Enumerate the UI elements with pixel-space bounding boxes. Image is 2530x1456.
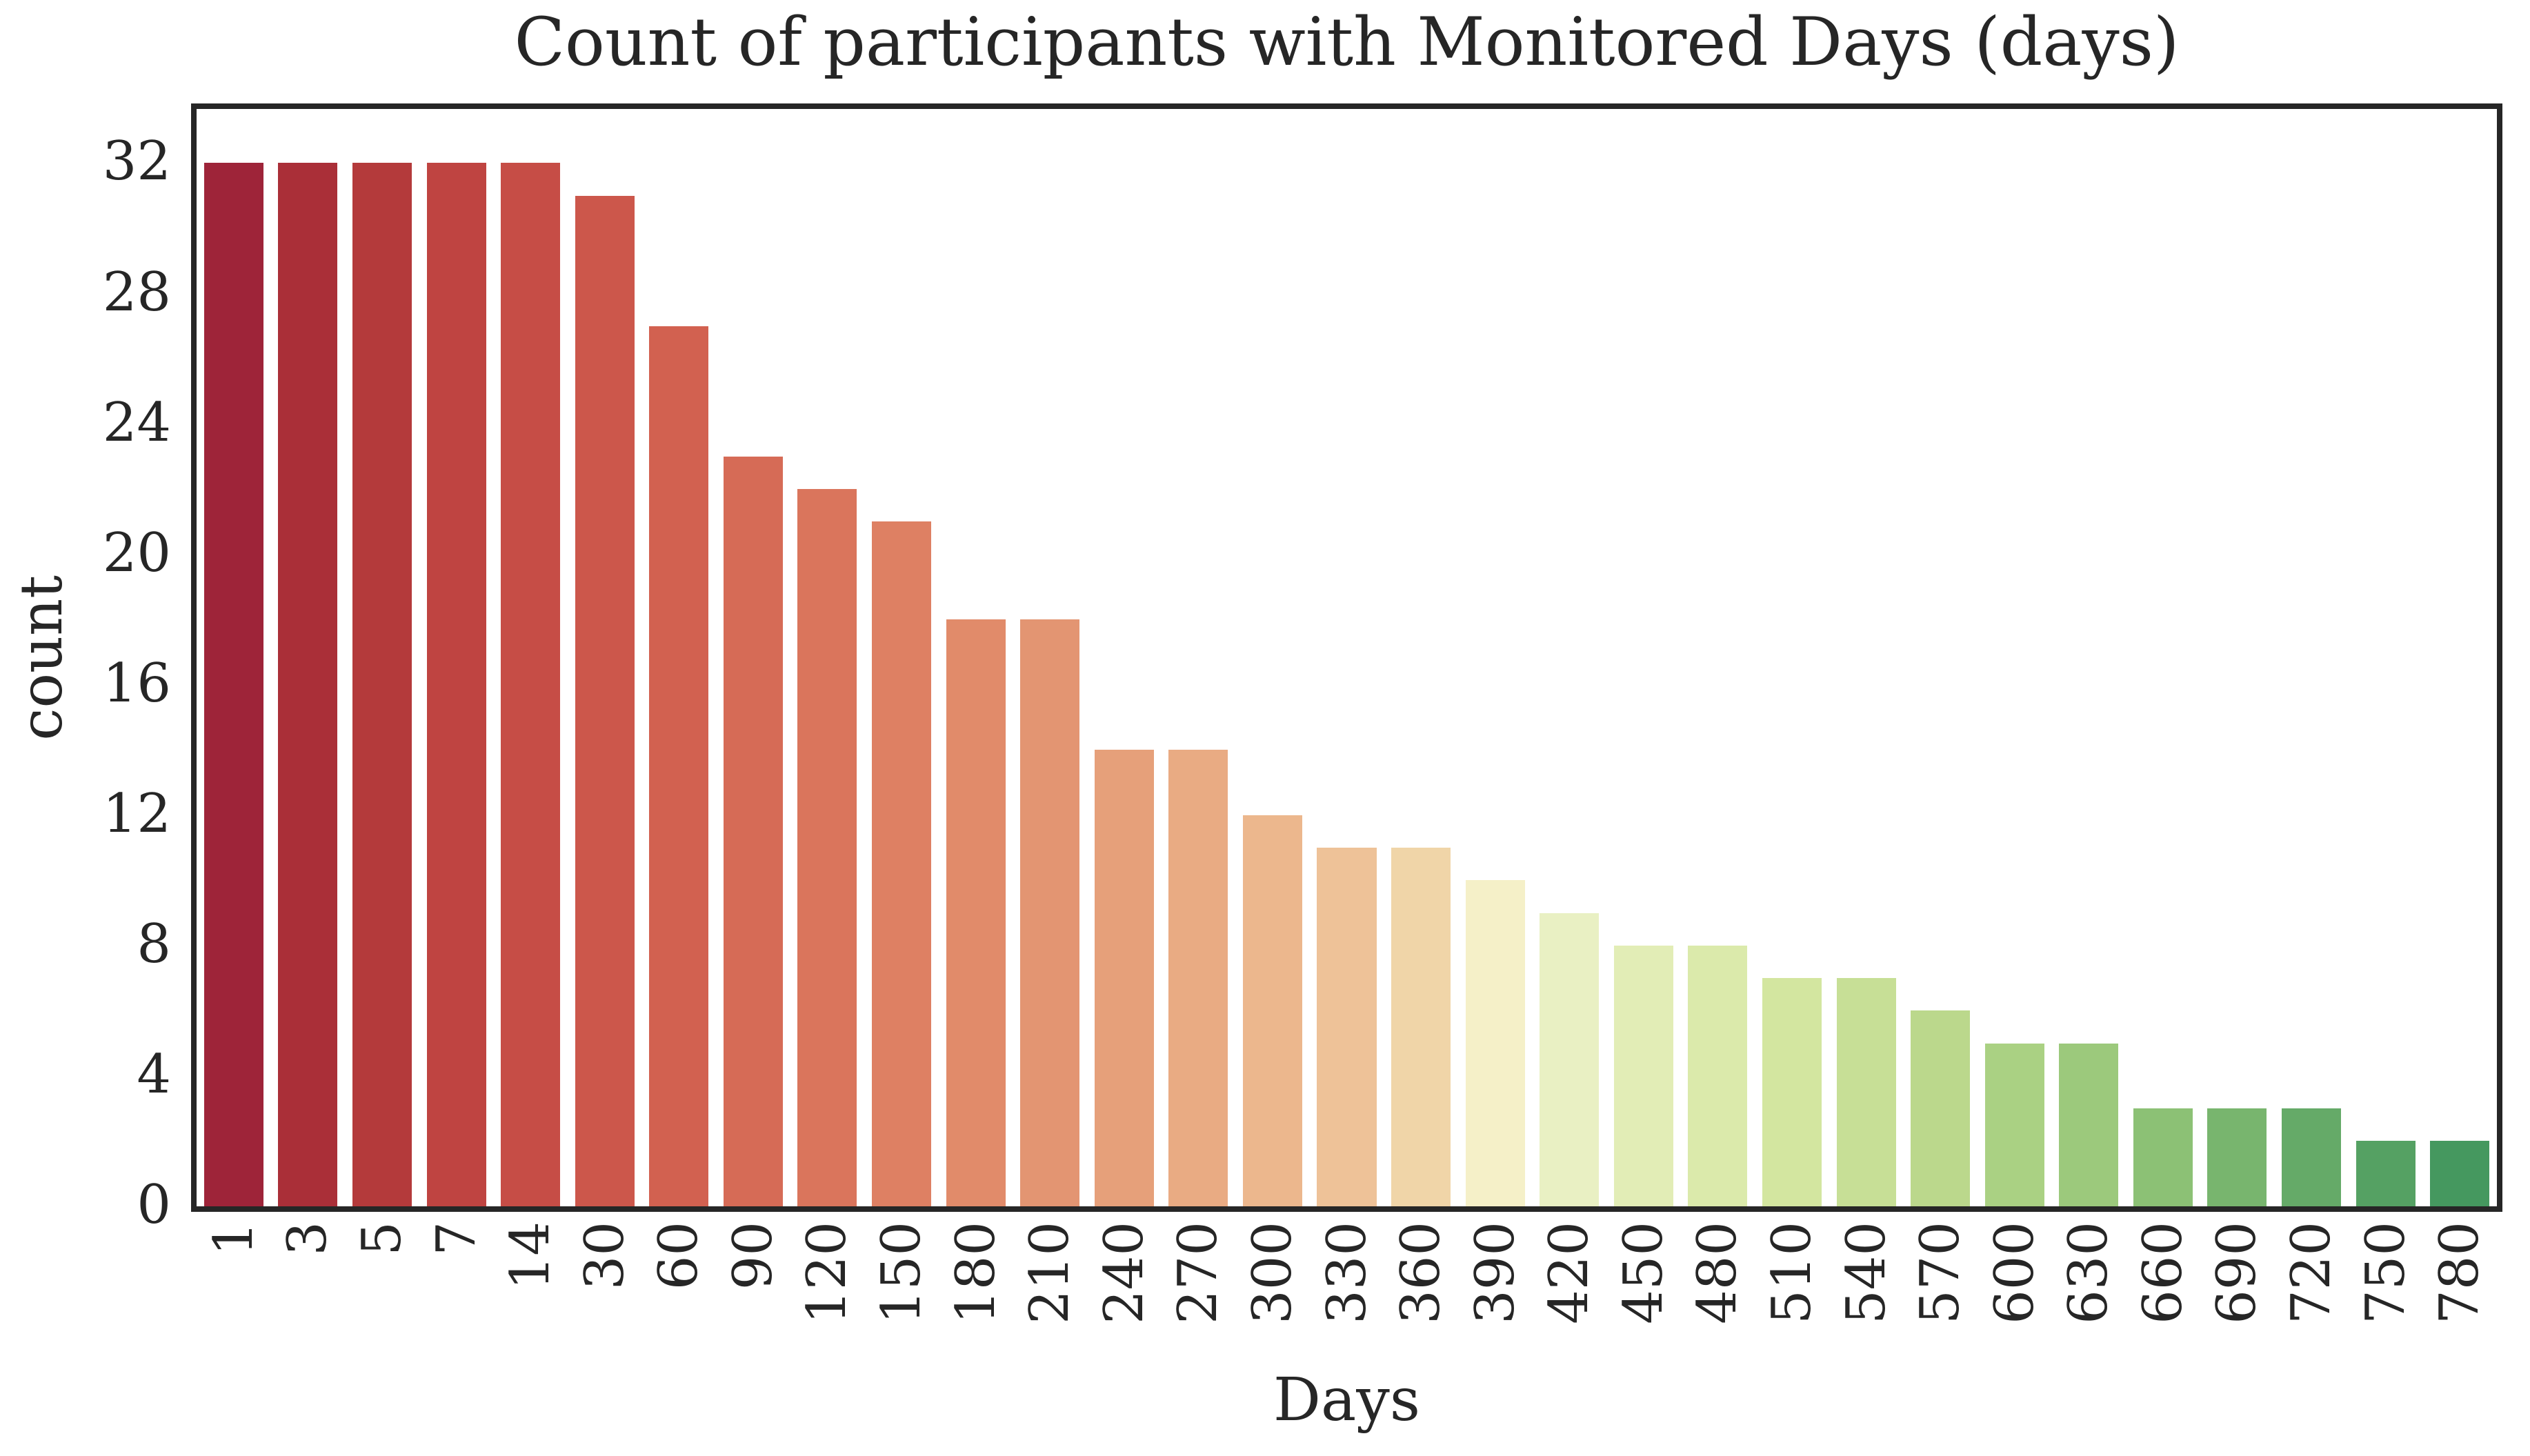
x-tick-1: 1 [202,1221,265,1256]
x-tick-360: 360 [1390,1221,1453,1324]
x-tick-180: 180 [944,1221,1007,1324]
bar-300-days [1242,815,1302,1206]
bar-210-days [1020,619,1080,1206]
bar-150-days [871,521,932,1206]
bar-90-days [723,456,783,1206]
x-tick-540: 540 [1835,1221,1898,1324]
bar-570-days [1911,1010,1971,1206]
x-tick-210: 210 [1019,1221,1082,1324]
x-tick-120: 120 [796,1221,859,1324]
bar-630-days [2059,1043,2119,1206]
x-tick-330: 330 [1315,1221,1378,1324]
x-tick-750: 750 [2354,1221,2417,1324]
bar-180-days [946,619,1006,1206]
y-tick-0: 0 [137,1174,171,1236]
bar-5-days [352,163,412,1206]
y-tick-24: 24 [102,391,171,454]
bar-720-days [2282,1108,2342,1206]
bar-360-days [1391,848,1451,1206]
y-tick-16: 16 [102,652,171,715]
x-tick-30: 30 [573,1221,636,1290]
x-tick-660: 660 [2131,1221,2194,1324]
x-tick-630: 630 [2058,1221,2120,1324]
bar-600-days [1984,1043,2044,1206]
chart-title: Count of participants with Monitored Day… [514,3,2180,81]
bar-270-days [1168,750,1228,1206]
bar-60-days [649,326,709,1206]
bars-container [197,109,2497,1206]
bar-480-days [1688,945,1748,1206]
bar-14-days [501,163,561,1206]
x-tick-5: 5 [350,1221,413,1256]
bar-1-days [203,163,263,1206]
y-tick-20: 20 [102,521,171,584]
bar-450-days [1613,945,1673,1206]
plot-area [191,103,2502,1212]
bar-390-days [1465,880,1525,1206]
bar-330-days [1317,848,1377,1206]
x-axis-label: Days [1273,1366,1420,1435]
x-tick-150: 150 [870,1221,933,1324]
x-tick-300: 300 [1241,1221,1304,1324]
x-tick-60: 60 [648,1221,710,1290]
bar-690-days [2207,1108,2267,1206]
bar-660-days [2133,1108,2193,1206]
x-tick-600: 600 [1983,1221,2046,1324]
bar-120-days [797,489,857,1206]
x-tick-450: 450 [1612,1221,1675,1324]
x-tick-720: 720 [2280,1221,2343,1324]
x-tick-14: 14 [499,1221,562,1290]
y-tick-4: 4 [137,1043,171,1106]
bar-750-days [2355,1141,2416,1206]
x-tick-3: 3 [277,1221,339,1256]
x-tick-510: 510 [1760,1221,1823,1324]
y-tick-32: 32 [102,130,171,193]
x-tick-570: 570 [1909,1221,1972,1324]
x-tick-240: 240 [1093,1221,1155,1324]
bar-510-days [1762,978,1822,1206]
bar-240-days [1094,750,1154,1206]
x-tick-90: 90 [721,1221,784,1290]
x-tick-780: 780 [2429,1221,2491,1324]
bar-540-days [1836,978,1896,1206]
bar-780-days [2430,1141,2490,1206]
x-tick-390: 390 [1464,1221,1526,1324]
x-tick-480: 480 [1686,1221,1749,1324]
bar-30-days [575,195,635,1206]
x-tick-270: 270 [1167,1221,1230,1324]
x-tick-7: 7 [425,1221,488,1256]
y-tick-8: 8 [137,913,171,975]
x-tick-420: 420 [1538,1221,1601,1324]
bar-7-days [426,163,486,1206]
bar-420-days [1540,913,1600,1206]
bar-3-days [278,163,338,1206]
y-tick-12: 12 [102,782,171,845]
x-tick-690: 690 [2206,1221,2269,1324]
y-tick-28: 28 [102,261,171,323]
